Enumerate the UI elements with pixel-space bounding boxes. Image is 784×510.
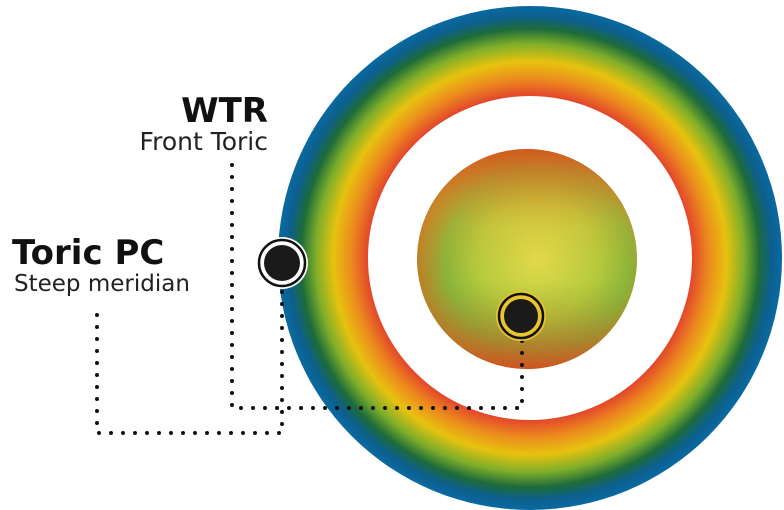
label-subtitle: Front Toric (140, 127, 268, 156)
marker (504, 299, 538, 333)
label-title: Toric PC (12, 233, 164, 273)
marker-ring (257, 238, 307, 288)
toric-pc-leader (95, 288, 284, 435)
lens-shade (417, 149, 637, 369)
marker-ring (497, 292, 545, 340)
wtr-leader (230, 163, 524, 410)
label-title: WTR (181, 91, 268, 131)
marker (264, 245, 300, 281)
label-subtitle: Steep meridian (14, 271, 190, 297)
